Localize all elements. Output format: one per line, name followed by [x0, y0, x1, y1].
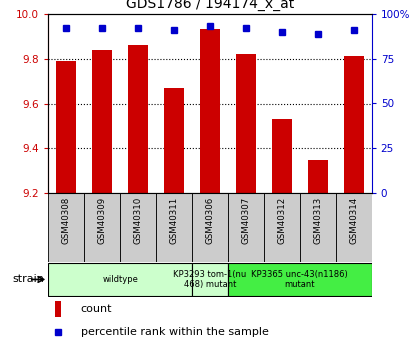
- Text: strain: strain: [12, 275, 44, 284]
- Text: KP3293 tom-1(nu
468) mutant: KP3293 tom-1(nu 468) mutant: [173, 270, 247, 289]
- Text: KP3365 unc-43(n1186)
mutant: KP3365 unc-43(n1186) mutant: [252, 270, 348, 289]
- Bar: [228, 263, 372, 296]
- Title: GDS1786 / 194174_x_at: GDS1786 / 194174_x_at: [126, 0, 294, 11]
- Text: GSM40313: GSM40313: [313, 197, 322, 244]
- Bar: [308, 160, 328, 193]
- Text: GSM40307: GSM40307: [241, 197, 250, 244]
- Bar: [128, 45, 148, 193]
- Bar: [48, 193, 84, 262]
- Text: GSM40308: GSM40308: [62, 197, 71, 244]
- Text: GSM40311: GSM40311: [170, 197, 178, 244]
- Bar: [192, 263, 228, 296]
- Bar: [336, 193, 372, 262]
- Bar: [164, 88, 184, 193]
- Bar: [92, 50, 112, 193]
- Bar: [56, 61, 76, 193]
- Bar: [84, 193, 120, 262]
- Bar: [156, 193, 192, 262]
- Bar: [272, 119, 292, 193]
- Text: GSM40314: GSM40314: [349, 197, 358, 244]
- Text: GSM40312: GSM40312: [277, 197, 286, 244]
- Bar: [344, 57, 364, 193]
- Bar: [300, 193, 336, 262]
- Bar: [120, 193, 156, 262]
- Bar: [228, 193, 264, 262]
- Text: GSM40309: GSM40309: [98, 197, 107, 244]
- Text: GSM40306: GSM40306: [205, 197, 215, 244]
- Bar: [236, 54, 256, 193]
- Text: percentile rank within the sample: percentile rank within the sample: [81, 327, 268, 337]
- Bar: [264, 193, 300, 262]
- Text: GSM40310: GSM40310: [134, 197, 143, 244]
- Bar: [55, 301, 61, 317]
- Text: wildtype: wildtype: [102, 275, 138, 284]
- Text: count: count: [81, 304, 112, 314]
- Bar: [200, 30, 220, 193]
- Bar: [48, 263, 192, 296]
- Bar: [192, 193, 228, 262]
